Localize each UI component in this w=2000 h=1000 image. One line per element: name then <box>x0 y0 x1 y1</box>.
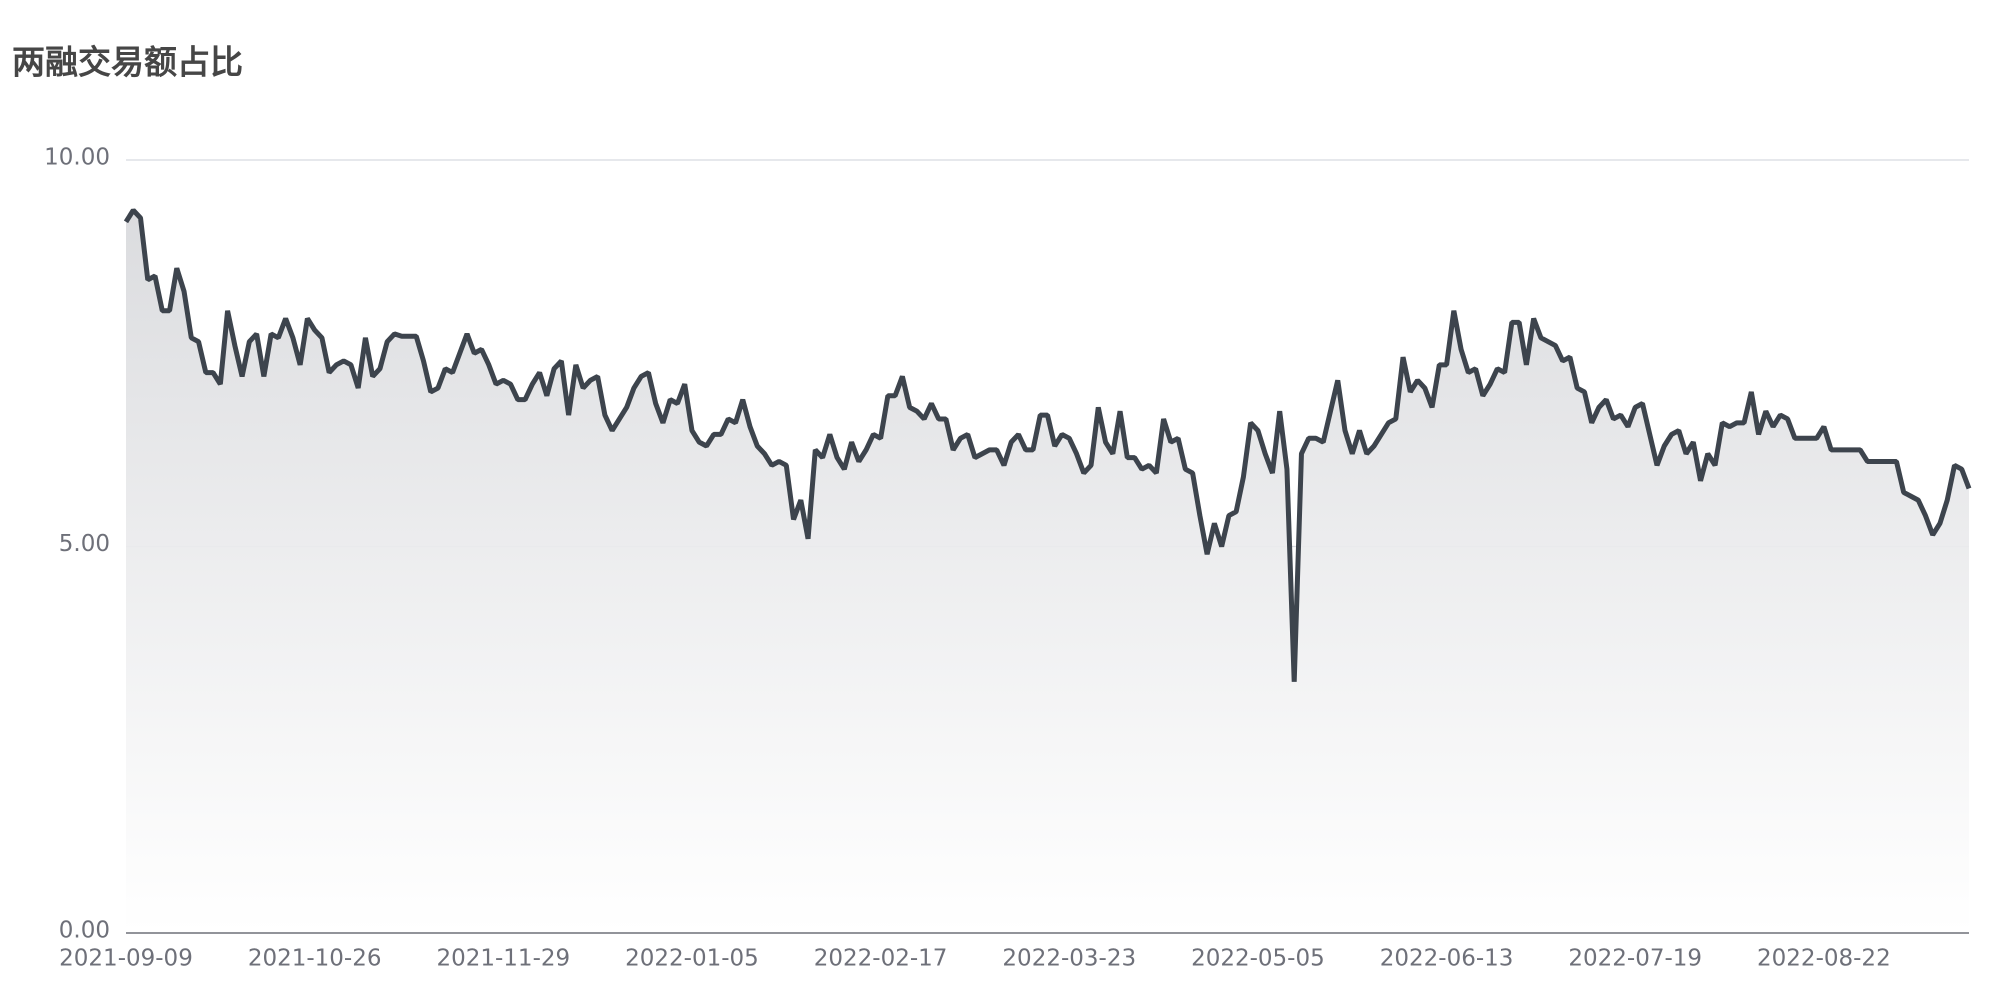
area <box>126 210 1969 933</box>
x-tick-label: 2021-09-09 <box>59 946 193 972</box>
x-tick-label: 2022-08-22 <box>1757 946 1891 972</box>
x-tick-label: 2022-03-23 <box>1002 946 1136 972</box>
x-tick-label: 2022-05-05 <box>1191 946 1325 972</box>
line <box>123 208 1972 682</box>
x-tick-label: 2022-02-17 <box>814 946 948 972</box>
y-tick-label: 5.00 <box>59 531 110 557</box>
x-tick-label: 2022-07-19 <box>1568 946 1702 972</box>
x-tick-label: 2022-06-13 <box>1380 946 1514 972</box>
x-tick-label: 2022-01-05 <box>625 946 759 972</box>
y-tick-label: 10.00 <box>44 145 110 171</box>
x-tick-label: 2021-10-26 <box>248 946 382 972</box>
chart-title: 两融交易额占比 <box>12 43 243 82</box>
x-tick-label: 2021-11-29 <box>436 946 570 972</box>
y-tick-label: 0.00 <box>59 918 110 944</box>
